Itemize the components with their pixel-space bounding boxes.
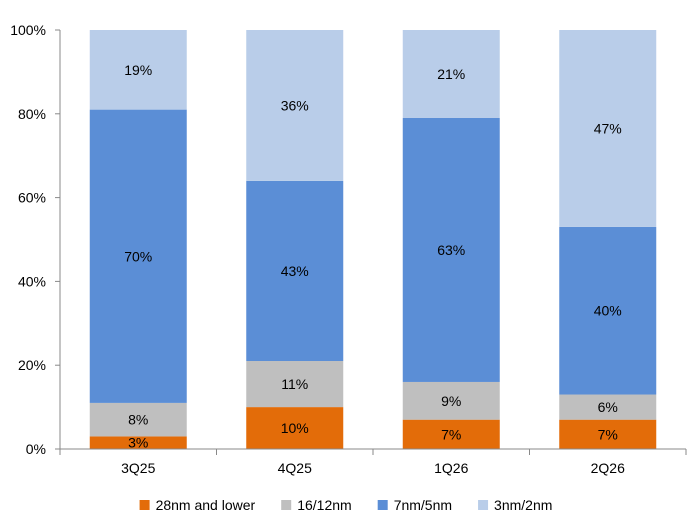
data-label: 8% <box>128 412 148 428</box>
bar-segment <box>402 381 500 420</box>
bar-segment <box>402 419 500 449</box>
bar-segment <box>246 30 344 181</box>
legend-swatch <box>139 500 150 510</box>
data-label: 43% <box>281 263 309 279</box>
bar-segment <box>246 407 344 449</box>
data-label: 36% <box>281 97 309 113</box>
data-label: 21% <box>437 66 465 82</box>
data-label: 63% <box>437 242 465 258</box>
legend-swatch <box>377 500 388 510</box>
bar-segment <box>89 30 187 110</box>
data-label: 19% <box>124 62 152 78</box>
bar-segment <box>246 361 344 408</box>
data-label: 6% <box>598 399 618 415</box>
y-tick-label: 80% <box>18 106 46 122</box>
data-label: 11% <box>281 376 308 392</box>
axes-group: 3Q25 4Q25 1Q26 2Q26 0% 20% 40% 60% 80% 100% <box>10 22 687 476</box>
data-label: 10% <box>281 420 309 436</box>
data-label: 40% <box>594 303 622 319</box>
legend-label: 3nm/2nm <box>494 497 552 513</box>
legend: 28nm and lower 16/12nm 7nm/5nm 3nm/2nm <box>139 497 552 513</box>
bars-group <box>89 30 657 449</box>
data-label: 70% <box>124 248 152 264</box>
data-label: 7% <box>441 426 461 442</box>
legend-label: 16/12nm <box>297 497 351 513</box>
data-label: 7% <box>598 426 618 442</box>
legend-label: 28nm and lower <box>156 497 256 513</box>
bar-segment <box>246 180 344 362</box>
legend-label: 7nm/5nm <box>394 497 452 513</box>
legend-swatch <box>281 500 292 510</box>
bar-segment <box>402 117 500 382</box>
bar-segment <box>559 30 657 227</box>
bar-segment <box>89 109 187 403</box>
y-tick-label: 100% <box>10 22 46 38</box>
data-labels-group: 3% 8% 70% 19% 10% 11% 43% 36% 7% 9% 63% 21% 7% 6% 40% 4… <box>124 62 622 451</box>
y-tick-label: 40% <box>18 273 46 289</box>
data-label: 47% <box>594 120 622 136</box>
x-tick-label: 1Q26 <box>434 460 468 476</box>
y-tick-label: 0% <box>26 441 46 457</box>
data-label: 9% <box>441 393 461 409</box>
bar-segment <box>402 30 500 118</box>
bar-segment <box>559 226 657 395</box>
bar-segment <box>89 402 187 437</box>
x-tick-label: 2Q26 <box>591 460 625 476</box>
x-tick-label: 4Q25 <box>278 460 312 476</box>
y-tick-label: 60% <box>18 190 46 206</box>
bar-segment <box>89 436 187 449</box>
legend-swatch <box>478 500 489 510</box>
bar-segment <box>559 419 657 449</box>
x-tick-label: 3Q25 <box>121 460 155 476</box>
y-tick-label: 20% <box>18 357 46 373</box>
data-label: 3% <box>128 435 148 451</box>
bar-segment <box>559 394 657 420</box>
